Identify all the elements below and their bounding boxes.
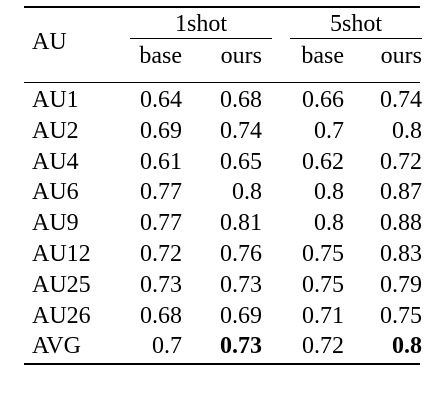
table-cell: 0.8: [314, 179, 344, 206]
subheader-base-5shot: base: [301, 43, 344, 69]
row-label: AU26: [32, 302, 91, 329]
table-cell: 0.61: [140, 148, 182, 175]
table-row: AU4 0.61 0.65 0.62 0.72: [0, 148, 444, 179]
table-cell: 0.77: [140, 179, 182, 206]
table-row: AU2 0.69 0.74 0.7 0.8: [0, 117, 444, 148]
row-label: AVG: [32, 333, 81, 360]
table-cell: 0.75: [380, 302, 422, 329]
table-cell: 0.65: [220, 148, 262, 175]
table-cell: 0.69: [140, 117, 182, 144]
table-cell: 0.87: [380, 179, 422, 206]
table-cell: 0.74: [380, 87, 422, 113]
table-row: AU25 0.73 0.73 0.75 0.79: [0, 271, 444, 302]
row-label: AU6: [32, 179, 79, 206]
table-cell: 0.81: [220, 210, 262, 237]
table-cell: 0.64: [140, 87, 182, 113]
table-cell: 0.72: [302, 333, 344, 360]
table-cell: 0.76: [220, 240, 262, 267]
table-header-rule: [24, 82, 420, 83]
table-cell: 0.75: [302, 240, 344, 267]
table-row: AU12 0.72 0.76 0.75 0.83: [0, 240, 444, 271]
table-row: AU1 0.64 0.68 0.66 0.74: [0, 86, 444, 117]
group-header-1shot: 1shot: [174, 11, 227, 37]
table-row: AU9 0.77 0.81 0.8 0.88: [0, 209, 444, 240]
subheader-base-1shot: base: [139, 43, 182, 69]
table-body: AU1 0.64 0.68 0.66 0.74 AU2 0.69 0.74 0.7 0.8 AU4 0…: [0, 86, 444, 363]
table-cell: 0.88: [380, 210, 422, 237]
table-cell: 0.68: [220, 87, 262, 113]
row-label: AU2: [32, 117, 79, 144]
table-cell: 0.72: [380, 148, 422, 175]
table-cell: 0.79: [380, 271, 422, 298]
table-cell: 0.8: [392, 117, 422, 144]
table-cell: 0.8: [314, 210, 344, 237]
table-cell: 0.72: [140, 240, 182, 267]
row-label: AU25: [32, 271, 91, 298]
subheader-ours-1shot: ours: [220, 43, 262, 69]
table-cell: 0.71: [302, 302, 344, 329]
row-header-au: AU: [32, 29, 67, 55]
table-cell: 0.8: [232, 179, 262, 206]
table-cell: 0.69: [220, 302, 262, 329]
table-cell: 0.7: [152, 333, 182, 360]
table-cell: 0.77: [140, 210, 182, 237]
row-label: AU9: [32, 210, 79, 237]
subheader-ours-5shot: ours: [380, 43, 422, 69]
table-top-rule: [24, 6, 420, 8]
table-cell: 0.73: [220, 271, 262, 298]
table-bottom-rule: [24, 363, 420, 365]
row-label: AU1: [32, 87, 79, 113]
table-cell: 0.73: [140, 271, 182, 298]
table-cell: 0.62: [302, 148, 344, 175]
table-row: AVG 0.7 0.73 0.72 0.8: [0, 332, 444, 363]
table-row: AU6 0.77 0.8 0.8 0.87: [0, 178, 444, 209]
table-cell: 0.7: [314, 117, 344, 144]
table-cell: 0.83: [380, 240, 422, 267]
table-cell: 0.66: [302, 87, 344, 113]
table-cell: 0.8: [392, 333, 422, 360]
table-cell: 0.74: [220, 117, 262, 144]
group-underline-1shot: [130, 38, 272, 39]
table-cell: 0.75: [302, 271, 344, 298]
group-header-5shot: 5shot: [329, 11, 382, 37]
row-label: AU4: [32, 148, 79, 175]
group-underline-5shot: [290, 38, 422, 39]
table-cell: 0.68: [140, 302, 182, 329]
table-row: AU26 0.68 0.69 0.71 0.75: [0, 302, 444, 333]
row-label: AU12: [32, 240, 91, 267]
table-cell: 0.73: [220, 333, 262, 360]
